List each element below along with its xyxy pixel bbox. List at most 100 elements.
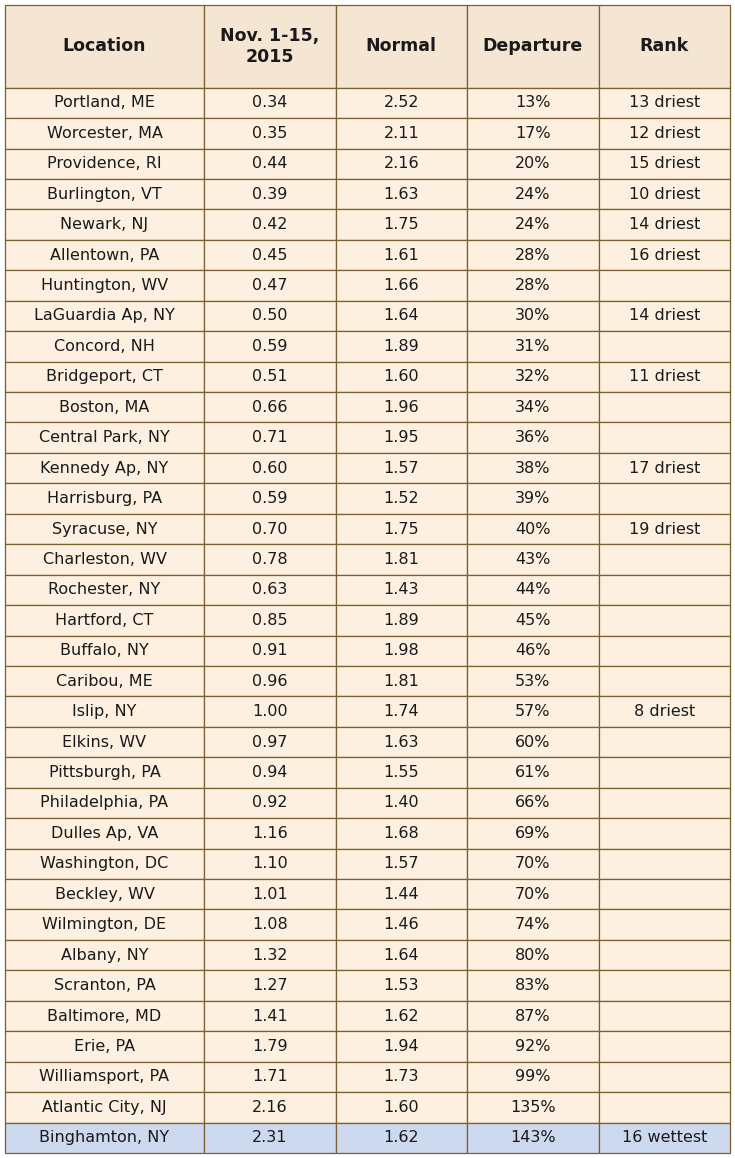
Bar: [467, 1001, 598, 1032]
Bar: [204, 909, 336, 940]
Bar: [204, 696, 336, 727]
Text: Pittsburgh, PA: Pittsburgh, PA: [49, 765, 160, 780]
Bar: [467, 453, 598, 483]
Bar: [204, 423, 336, 453]
Bar: [5, 240, 204, 270]
Bar: [598, 331, 730, 361]
Bar: [5, 453, 204, 483]
Bar: [5, 423, 204, 453]
Text: 1.41: 1.41: [252, 1009, 287, 1024]
Text: Hartford, CT: Hartford, CT: [55, 613, 154, 628]
Text: 83%: 83%: [515, 979, 551, 994]
Text: 53%: 53%: [515, 674, 551, 689]
Bar: [336, 393, 467, 423]
Bar: [598, 179, 730, 210]
Bar: [336, 514, 467, 544]
Text: 70%: 70%: [515, 887, 551, 902]
Text: 1.43: 1.43: [384, 582, 419, 598]
Bar: [336, 1032, 467, 1062]
Bar: [598, 88, 730, 118]
Text: 24%: 24%: [515, 186, 551, 201]
Bar: [336, 179, 467, 210]
Bar: [204, 514, 336, 544]
Text: 57%: 57%: [515, 704, 551, 719]
Bar: [5, 544, 204, 574]
Bar: [467, 757, 598, 787]
Bar: [204, 970, 336, 1001]
Text: 1.63: 1.63: [384, 186, 419, 201]
Bar: [5, 331, 204, 361]
Text: 1.16: 1.16: [252, 826, 287, 841]
Bar: [467, 270, 598, 301]
Bar: [467, 909, 598, 940]
Bar: [204, 849, 336, 879]
Text: 43%: 43%: [515, 552, 551, 567]
Text: 1.55: 1.55: [384, 765, 419, 780]
Text: Washington, DC: Washington, DC: [40, 856, 168, 871]
Text: Bridgeport, CT: Bridgeport, CT: [46, 369, 163, 384]
Bar: [467, 696, 598, 727]
Bar: [5, 270, 204, 301]
Bar: [5, 210, 204, 240]
Bar: [598, 666, 730, 696]
Text: 0.39: 0.39: [252, 186, 287, 201]
Text: Wilmington, DE: Wilmington, DE: [43, 917, 167, 932]
Bar: [204, 1062, 336, 1092]
Bar: [467, 606, 598, 636]
Text: 45%: 45%: [515, 613, 551, 628]
Bar: [598, 361, 730, 393]
Text: 1.62: 1.62: [384, 1009, 419, 1024]
Text: 61%: 61%: [515, 765, 551, 780]
Bar: [5, 606, 204, 636]
Bar: [5, 1092, 204, 1122]
Text: 0.60: 0.60: [252, 461, 287, 476]
Text: 0.70: 0.70: [252, 521, 287, 536]
Bar: [336, 361, 467, 393]
Text: Providence, RI: Providence, RI: [47, 156, 162, 171]
Bar: [598, 483, 730, 514]
Bar: [204, 636, 336, 666]
Text: Erie, PA: Erie, PA: [74, 1039, 135, 1054]
Text: 1.62: 1.62: [384, 1130, 419, 1145]
Text: Central Park, NY: Central Park, NY: [39, 431, 170, 445]
Bar: [598, 393, 730, 423]
Bar: [467, 636, 598, 666]
Text: 17 driest: 17 driest: [628, 461, 700, 476]
Bar: [204, 393, 336, 423]
Bar: [336, 5, 467, 88]
Text: LaGuardia Ap, NY: LaGuardia Ap, NY: [34, 308, 175, 323]
Bar: [336, 940, 467, 970]
Text: 19 driest: 19 driest: [628, 521, 700, 536]
Bar: [467, 423, 598, 453]
Bar: [467, 1092, 598, 1122]
Text: 1.71: 1.71: [252, 1069, 287, 1084]
Text: 1.98: 1.98: [384, 643, 419, 658]
Text: 20%: 20%: [515, 156, 551, 171]
Bar: [5, 1062, 204, 1092]
Bar: [598, 879, 730, 909]
Text: 16 wettest: 16 wettest: [622, 1130, 707, 1145]
Text: 17%: 17%: [515, 126, 551, 141]
Bar: [5, 393, 204, 423]
Bar: [467, 849, 598, 879]
Bar: [467, 1122, 598, 1153]
Text: 0.66: 0.66: [252, 400, 287, 415]
Text: Worcester, MA: Worcester, MA: [46, 126, 162, 141]
Bar: [336, 270, 467, 301]
Bar: [204, 574, 336, 606]
Bar: [336, 574, 467, 606]
Text: 38%: 38%: [515, 461, 551, 476]
Text: 1.81: 1.81: [384, 674, 419, 689]
Text: 36%: 36%: [515, 431, 551, 445]
Bar: [336, 331, 467, 361]
Text: 46%: 46%: [515, 643, 551, 658]
Bar: [204, 727, 336, 757]
Bar: [467, 5, 598, 88]
Bar: [467, 88, 598, 118]
Text: 0.34: 0.34: [252, 95, 287, 110]
Bar: [204, 819, 336, 849]
Bar: [204, 1001, 336, 1032]
Bar: [336, 970, 467, 1001]
Bar: [598, 819, 730, 849]
Text: 1.01: 1.01: [252, 887, 287, 902]
